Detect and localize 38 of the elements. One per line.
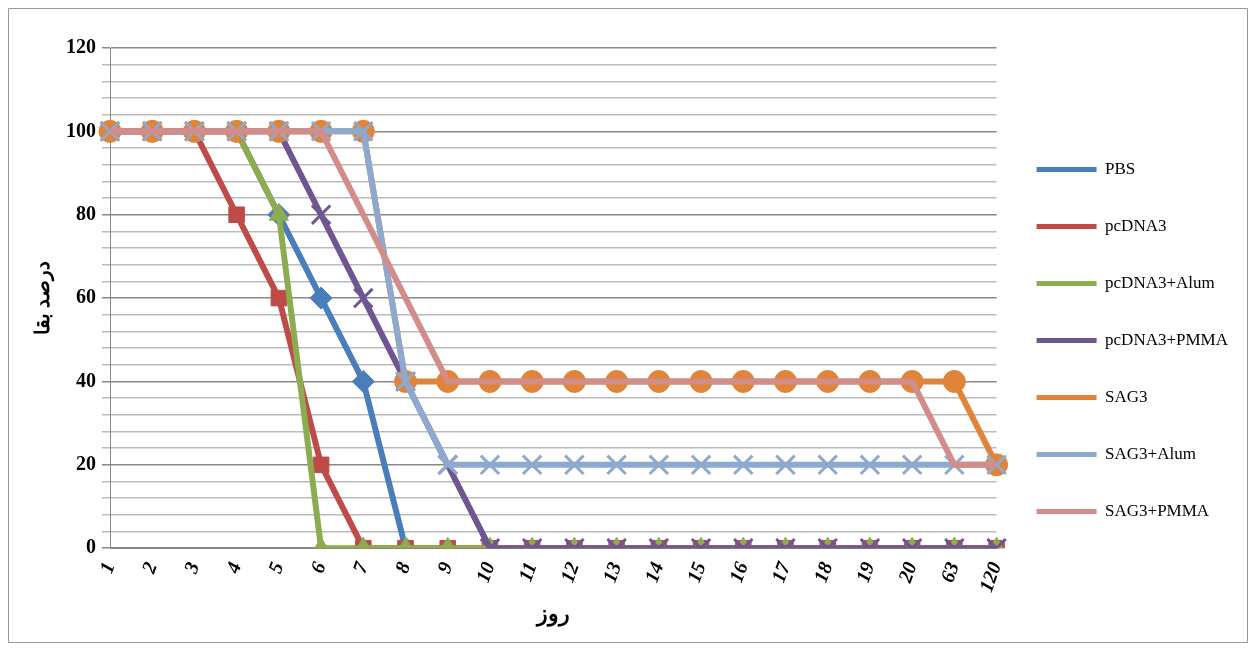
x-tick-label: 14 <box>639 558 668 586</box>
x-tick-label: 9 <box>432 558 457 576</box>
x-tick-label: 17 <box>766 557 795 586</box>
x-tick-label: 19 <box>851 558 879 586</box>
legend-label: pcDNA3 <box>1105 215 1167 235</box>
legend-label: SAG3 <box>1105 386 1148 406</box>
y-tick-label: 0 <box>86 535 96 558</box>
y-tick-label: 60 <box>76 285 96 308</box>
legend-label: pcDNA3+Alum <box>1105 272 1215 292</box>
x-tick-label: 20 <box>892 558 921 587</box>
x-tick-label: 18 <box>808 558 837 586</box>
x-tick-label: 10 <box>471 558 499 586</box>
y-tick-label: 120 <box>66 35 96 58</box>
x-tick-label: 120 <box>974 558 1006 595</box>
x-tick-label: 16 <box>724 558 752 586</box>
x-tick-label: 63 <box>935 558 963 586</box>
x-tick-label: 1 <box>94 558 119 576</box>
x-tick-label: 12 <box>555 558 584 586</box>
y-tick-label: 40 <box>76 368 96 391</box>
x-tick-label: 7 <box>347 557 373 576</box>
x-tick-label: 13 <box>597 558 626 586</box>
x-tick-label: 11 <box>513 558 541 585</box>
legend-label: pcDNA3+PMMA <box>1105 329 1229 349</box>
x-tick-label: 15 <box>682 558 710 586</box>
x-tick-label: 8 <box>390 558 415 576</box>
x-tick-label: 2 <box>136 558 161 577</box>
y-axis-title: درصد بقا <box>31 261 56 336</box>
y-tick-label: 20 <box>76 452 96 475</box>
x-tick-label: 3 <box>178 558 204 577</box>
legend-label: SAG3+PMMA <box>1105 500 1210 520</box>
legend-label: PBS <box>1105 158 1136 178</box>
x-tick-label: 6 <box>305 558 330 576</box>
x-axis-title: روز <box>534 601 570 628</box>
legend-label: SAG3+Alum <box>1105 443 1196 463</box>
y-tick-label: 80 <box>76 201 96 224</box>
x-tick-label: 4 <box>220 558 246 577</box>
y-tick-label: 100 <box>66 118 96 141</box>
x-tick-label: 5 <box>263 558 288 576</box>
